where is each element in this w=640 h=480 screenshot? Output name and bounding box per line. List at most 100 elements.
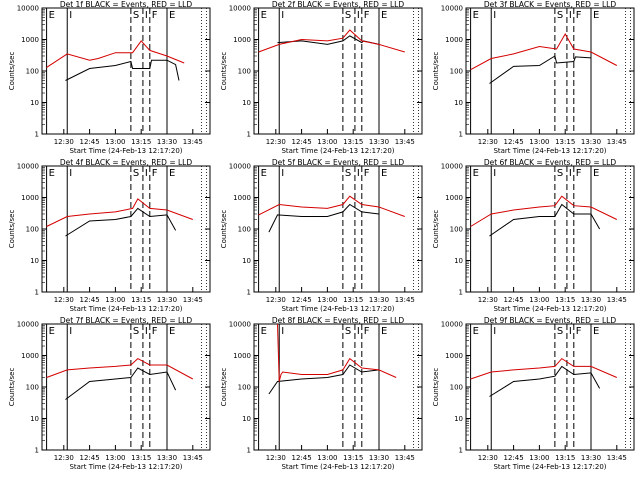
series-line (258, 195, 405, 217)
x-axis-label: Start Time (24-Feb-13 12:17:20) (69, 305, 182, 313)
x-axis-label: Start Time (24-Feb-13 12:17:20) (281, 147, 394, 155)
y-tick-label: 10000 (441, 163, 463, 171)
marker-label: S (557, 326, 563, 337)
chart-panel-5: Det 5f BLACK = Events, RED = LLD 1 10 100 10… (220, 158, 423, 313)
y-tick-label: 1000 (233, 194, 251, 202)
y-tick-label: 1000 (21, 36, 39, 44)
x-tick-label: 13:45 (183, 296, 203, 304)
x-tick-label: 12:30 (478, 138, 498, 146)
marker-label: S (345, 10, 351, 21)
marker-label: S (557, 168, 563, 179)
y-axis-label: Counts/sec (220, 52, 228, 91)
y-axis-label: Counts/sec (8, 210, 16, 249)
series-line (277, 35, 380, 45)
y-tick-label: 100 (450, 68, 463, 76)
y-tick-label: 10 (30, 415, 39, 423)
x-axis-label: Start Time (24-Feb-13 12:17:20) (69, 463, 182, 471)
y-tick-label: 10000 (441, 321, 463, 329)
y-tick-label: 1 (247, 289, 251, 297)
x-tick-label: 12:45 (80, 296, 100, 304)
x-tick-label: 13:00 (317, 138, 337, 146)
y-tick-label: 1 (35, 289, 39, 297)
chart-title: Det 3f BLACK = Events, RED = LLD (484, 0, 617, 9)
marker-label: I (493, 10, 496, 21)
chart-title: Det 8f BLACK = Events, RED = LLD (272, 316, 405, 325)
x-tick-label: 13:15 (555, 454, 575, 462)
x-tick-label: 12:45 (504, 138, 524, 146)
marker-label: E (593, 326, 599, 337)
marker-label: I (69, 10, 72, 21)
y-tick-label: 1 (459, 447, 463, 455)
y-tick-label: 100 (238, 68, 251, 76)
marker-label: I (569, 10, 572, 21)
x-tick-label: 13:15 (131, 138, 151, 146)
x-tick-label: 12:45 (292, 296, 312, 304)
x-tick-label: 13:45 (395, 454, 415, 462)
y-axis-label: Counts/sec (220, 210, 228, 249)
marker-label: E (261, 10, 267, 21)
marker-label: S (345, 326, 351, 337)
marker-label: F (152, 168, 158, 179)
y-tick-label: 100 (26, 226, 39, 234)
x-tick-label: 12:30 (266, 454, 286, 462)
x-tick-label: 12:30 (54, 454, 74, 462)
chart-title: Det 5f BLACK = Events, RED = LLD (272, 158, 405, 167)
marker-label: F (576, 10, 582, 21)
y-tick-label: 100 (238, 226, 251, 234)
series-line (489, 55, 592, 84)
y-tick-label: 1 (247, 131, 251, 139)
marker-label: S (557, 10, 563, 21)
y-axis-label: Counts/sec (432, 368, 440, 407)
marker-label: F (576, 168, 582, 179)
chart-title: Det 9f BLACK = Events, RED = LLD (484, 316, 617, 325)
marker-label: I (281, 10, 284, 21)
series-line (470, 32, 618, 71)
y-tick-label: 10 (242, 99, 251, 107)
series-line (46, 357, 194, 380)
y-tick-label: 10 (30, 257, 39, 265)
chart-panel-8: Det 8f BLACK = Events, RED = LLD 1 10 100 10… (220, 316, 423, 471)
marker-label: I (569, 168, 572, 179)
x-tick-label: 13:30 (369, 454, 389, 462)
marker-label: E (381, 10, 387, 21)
chart-panel-2: Det 2f BLACK = Events, RED = LLD 1 10 100 10… (220, 0, 423, 155)
series-line (46, 40, 185, 68)
marker-label: E (473, 10, 479, 21)
y-tick-label: 1 (459, 289, 463, 297)
x-tick-label: 13:30 (369, 296, 389, 304)
y-tick-label: 1000 (21, 194, 39, 202)
marker-label: F (152, 10, 158, 21)
x-tick-label: 13:00 (105, 454, 125, 462)
marker-label: I (493, 326, 496, 337)
marker-label: E (169, 326, 175, 337)
marker-label: F (152, 326, 158, 337)
x-axis-label: Start Time (24-Feb-13 12:17:20) (493, 305, 606, 313)
y-tick-label: 10 (454, 415, 463, 423)
marker-label: I (281, 326, 284, 337)
x-tick-label: 12:45 (504, 296, 524, 304)
y-tick-label: 10000 (229, 163, 251, 171)
marker-label: E (473, 168, 479, 179)
y-tick-label: 10000 (17, 321, 39, 329)
x-tick-label: 13:15 (343, 454, 363, 462)
x-tick-label: 12:45 (80, 138, 100, 146)
series-line (65, 367, 177, 400)
y-tick-label: 10 (242, 257, 251, 265)
series-line (46, 198, 193, 227)
y-tick-label: 1000 (445, 194, 463, 202)
series-line (268, 203, 380, 233)
marker-label: S (133, 168, 139, 179)
x-tick-label: 13:45 (395, 296, 415, 304)
y-tick-label: 10000 (441, 5, 463, 13)
x-tick-label: 13:45 (607, 454, 627, 462)
marker-label: I (357, 326, 360, 337)
series-line (268, 364, 380, 395)
x-tick-label: 13:30 (581, 454, 601, 462)
series-line (470, 195, 618, 227)
series-line (489, 203, 601, 237)
y-tick-label: 1 (35, 131, 39, 139)
y-tick-label: 10 (30, 99, 39, 107)
y-tick-label: 1000 (233, 36, 251, 44)
marker-label: E (473, 326, 479, 337)
